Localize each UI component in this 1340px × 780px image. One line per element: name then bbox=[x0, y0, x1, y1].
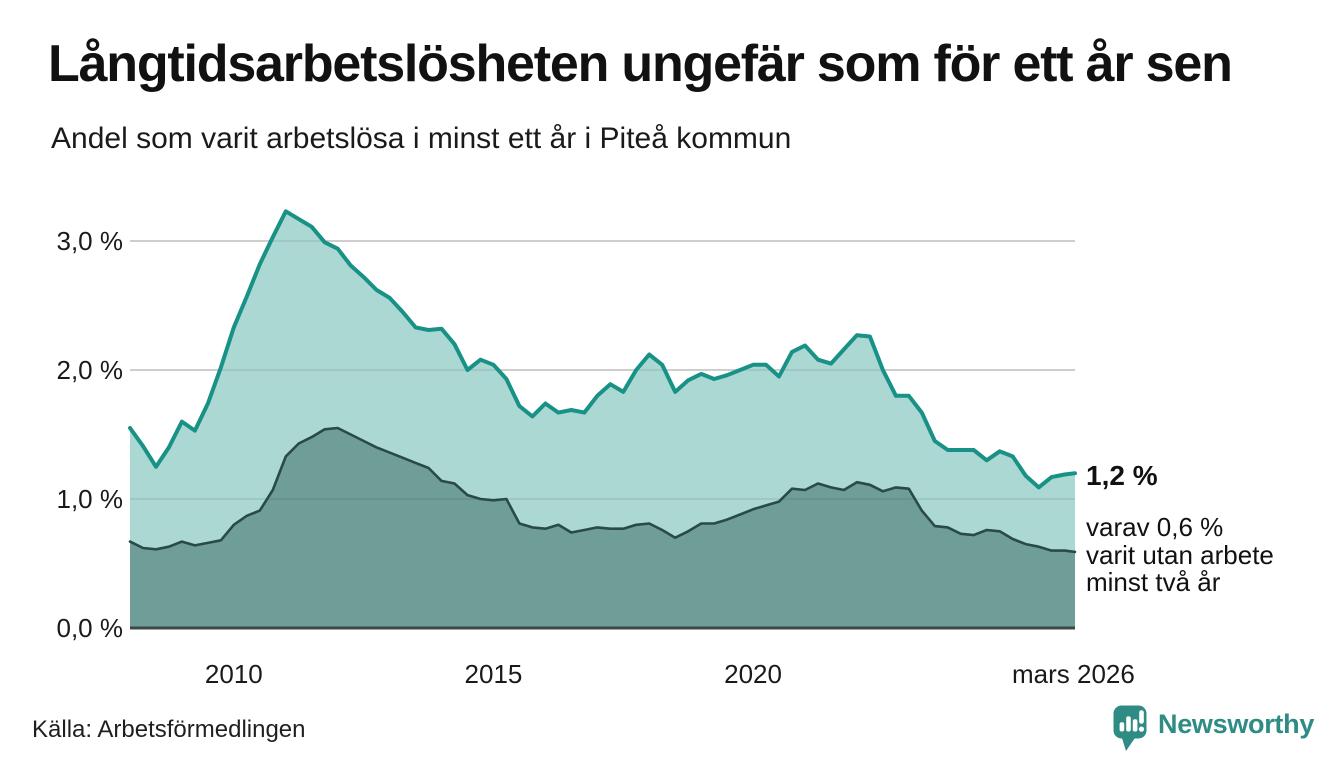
newsworthy-logo-icon bbox=[1113, 705, 1147, 751]
x-axis-label: 2015 bbox=[464, 659, 523, 689]
x-axis-label: 2010 bbox=[204, 659, 263, 689]
newsworthy-wordmark: Newsworthy bbox=[1158, 709, 1315, 739]
source-note: Källa: Arbetsförmedlingen bbox=[32, 716, 306, 743]
page-title: Långtidsarbetslösheten ungefär som för e… bbox=[48, 35, 1233, 93]
area-line-0 bbox=[128, 209, 1077, 490]
y-axis-label: 3,0 % bbox=[56, 226, 124, 256]
end-value-label: 1,2 % bbox=[1086, 460, 1158, 491]
y-axis-label: 2,0 % bbox=[56, 355, 124, 385]
newsworthy-logo: Newsworthy bbox=[1112, 704, 1314, 756]
y-axis-label: 0,0 % bbox=[56, 613, 124, 643]
x-axis-label: 2020 bbox=[724, 659, 782, 689]
x-axis-label: mars 2026 bbox=[1012, 659, 1135, 689]
area-line-1 bbox=[128, 426, 1077, 554]
page-subtitle: Andel som varit arbetslösa i minst ett å… bbox=[51, 122, 792, 155]
end-value-detail: varav 0,6 % varit utan arbete minst två … bbox=[1086, 512, 1274, 597]
y-axis-label: 1,0 % bbox=[56, 484, 124, 514]
